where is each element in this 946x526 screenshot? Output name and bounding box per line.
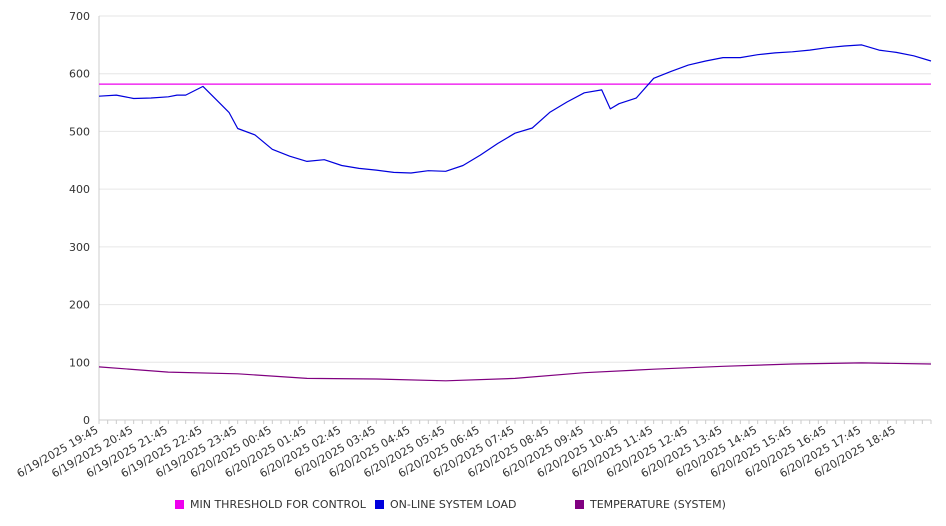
legend-swatch-min-threshold [175, 500, 184, 509]
y-tick-label: 300 [69, 241, 90, 254]
y-tick-label: 200 [69, 299, 90, 312]
legend-swatch-system-load [375, 500, 384, 509]
legend-item-temperature: TEMPERATURE (SYSTEM) [575, 498, 726, 511]
legend-item-system-load: ON-LINE SYSTEM LOAD [375, 498, 516, 511]
legend-swatch-temperature [575, 500, 584, 509]
y-tick-labels: 0 100 200 300 400 500 600 700 [69, 10, 90, 427]
legend-label-min-threshold: MIN THRESHOLD FOR CONTROL [190, 498, 366, 511]
axes [98, 16, 932, 424]
y-tick-label: 100 [69, 356, 90, 369]
y-tick-label: 600 [69, 68, 90, 81]
legend: MIN THRESHOLD FOR CONTROL ON-LINE SYSTEM… [0, 498, 946, 514]
x-tick-labels: 6/19/2025 19:456/19/2025 20:456/19/2025 … [15, 423, 898, 480]
series-line-2 [98, 362, 932, 382]
y-tick-label: 700 [69, 10, 90, 23]
legend-item-min-threshold: MIN THRESHOLD FOR CONTROL [175, 498, 366, 511]
legend-label-system-load: ON-LINE SYSTEM LOAD [390, 498, 517, 511]
y-tick-label: 0 [83, 414, 90, 427]
y-tick-label: 400 [69, 183, 90, 196]
y-gridlines [99, 15, 931, 363]
legend-label-temperature: TEMPERATURE (SYSTEM) [590, 498, 726, 511]
series-line-1 [98, 44, 932, 174]
series-lines [98, 44, 932, 382]
y-tick-label: 500 [69, 125, 90, 138]
